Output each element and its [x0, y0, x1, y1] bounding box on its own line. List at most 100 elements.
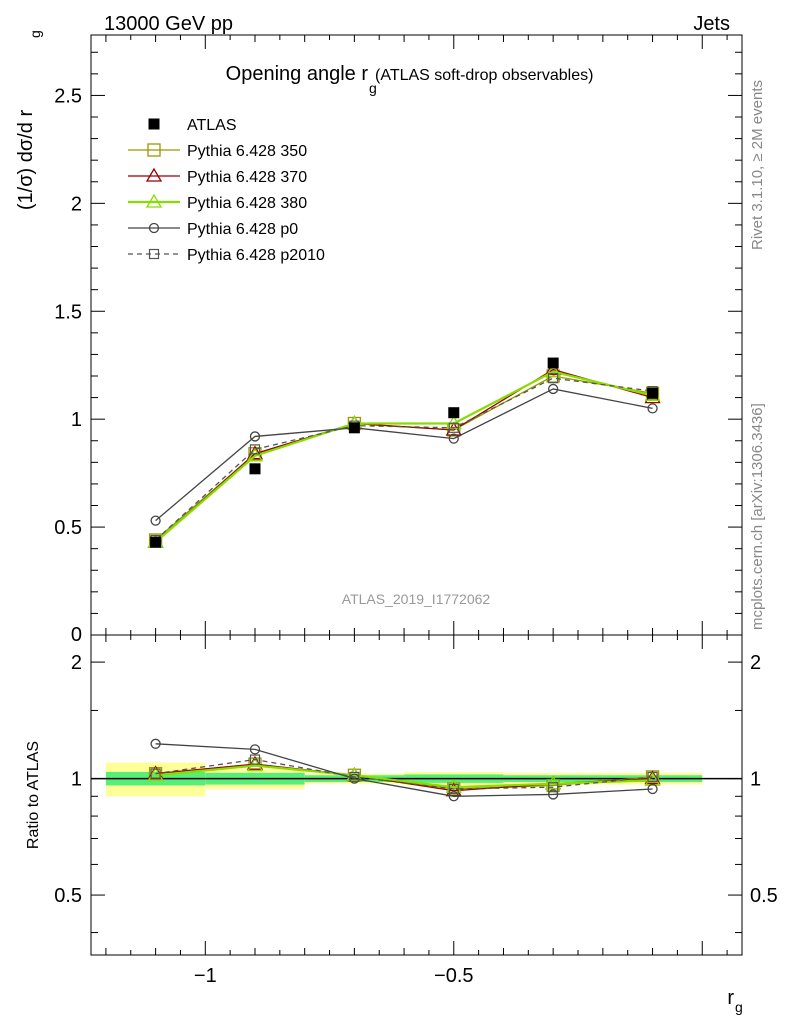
data-point-atlas: [547, 357, 559, 369]
data-point-pythia-6-428-p0: [448, 433, 459, 444]
legend-entry-atlas: ATLAS: [148, 117, 237, 134]
data-point-pythia-6-428-p0: [548, 789, 559, 800]
legend-entry-pythia-6-428-370: Pythia 6.428 370: [128, 167, 307, 186]
legend-marker-pythia-6-428-380: [145, 193, 163, 208]
data-point-pythia-6-428-p0: [647, 783, 658, 795]
title-extra: (ATLAS soft-drop observables): [375, 67, 593, 84]
data-point-pythia-6-428-380: [246, 447, 264, 462]
data-point-pythia-6-428-370: [246, 755, 264, 770]
main-series: [147, 357, 661, 548]
series-pythia-6-428-p0: [150, 383, 658, 526]
series-line-pythia-6-428-380: [154, 370, 653, 544]
header-left: 13000 GeV pp: [104, 13, 233, 35]
legend: ATLAS Pythia 6.428 350 Pythia 6.428 370 Pyt…: [128, 117, 325, 264]
data-point-pythia-6-428-p0: [249, 744, 261, 755]
ratio-frame: [90, 634, 743, 956]
legend-entry-pythia-6-428-p2010: Pythia 6.428 p2010: [128, 247, 325, 264]
data-point-pythia-6-428-p0: [249, 431, 261, 442]
title-main: Opening angle r: [226, 63, 369, 85]
data-point-pythia-6-428-p2010: [548, 373, 559, 384]
ratio-y-tick-label-right: 1: [750, 769, 761, 791]
data-point-pythia-6-428-p0: [150, 738, 161, 749]
legend-marker-pythia-6-428-370: [145, 167, 163, 182]
mcplots-label: mcplots.cern.ch [arXiv:1306.3436]: [749, 403, 766, 630]
data-point-pythia-6-428-p2010: [647, 771, 658, 783]
series-pythia-6-428-p0: [150, 738, 658, 802]
y-tick-label: 1.5: [54, 301, 82, 323]
data-point-pythia-6-428-p0: [150, 515, 161, 526]
main-ylabel-text: (1/σ) dσ/d r: [15, 110, 37, 211]
data-point-pythia-6-428-380: [147, 766, 164, 781]
data-point-pythia-6-428-p2010: [548, 782, 559, 793]
series-line-pythia-6-428-p0: [155, 743, 653, 797]
series-pythia-6-428-p2010: [150, 373, 658, 546]
legend-entry-pythia-6-428-350: Pythia 6.428 350: [128, 143, 307, 160]
legend-marker-atlas: [148, 118, 160, 130]
legend-label-pythia-6-428-p0: Pythia 6.428 p0: [187, 221, 298, 238]
data-point-atlas: [448, 407, 460, 419]
header-right: Jets: [693, 13, 730, 35]
y-tick-label: 0.5: [54, 517, 82, 539]
ratio-y-tick-label: 2: [71, 652, 82, 674]
ratio-y-tick-label-right: 2: [750, 652, 761, 674]
legend-label-atlas: ATLAS: [187, 117, 237, 134]
x-tick-label: −0.5: [434, 965, 473, 987]
data-point-pythia-6-428-380: [545, 363, 562, 378]
data-point-pythia-6-428-p0: [448, 791, 459, 802]
data-point-pythia-6-428-p2010: [448, 422, 459, 433]
legend-marker-pythia-6-428-350: [147, 143, 161, 157]
series-pythia-6-428-350: [148, 369, 660, 547]
data-point-pythia-6-428-380: [445, 415, 462, 430]
ratio-series: [147, 738, 661, 802]
data-point-pythia-6-428-380: [246, 757, 264, 772]
axis-ticks: [91, 35, 742, 955]
legend-entry-pythia-6-428-p0: Pythia 6.428 p0: [128, 221, 298, 238]
watermark: ATLAS_2019_I1772062: [342, 591, 491, 607]
legend-label-pythia-6-428-p2010: Pythia 6.428 p2010: [187, 247, 325, 264]
axis-tick-labels: −1 −0.5 0.5 1 1.5 2 2.5 0 0.5 0.5 1 1 2 2: [54, 85, 778, 987]
data-point-atlas: [647, 387, 659, 399]
main-title: Opening angle r g (ATLAS soft-drop obser…: [226, 63, 594, 96]
data-point-atlas: [150, 536, 162, 548]
y-tick-label-zero: 0: [71, 624, 82, 646]
series-line-pythia-6-428-370: [155, 368, 653, 543]
data-point-pythia-6-428-380: [644, 771, 661, 786]
data-point-atlas: [249, 463, 261, 475]
series-pythia-6-428-380: [147, 363, 661, 548]
ratio-y-tick-label: 0.5: [54, 885, 82, 907]
data-point-pythia-6-428-380: [346, 766, 363, 781]
data-point-pythia-6-428-p2010: [249, 444, 261, 455]
legend-marker-pythia-6-428-p2010: [148, 248, 160, 260]
data-point-pythia-6-428-p2010: [150, 768, 161, 779]
y-tick-label: 1: [71, 409, 82, 431]
series-line-pythia-6-428-380: [155, 764, 653, 789]
rivet-label: Rivet 3.1.10, ≥ 2M events: [749, 80, 766, 250]
legend-marker-pythia-6-428-p0: [148, 222, 160, 234]
ratio-y-tick-label-right: 0.5: [750, 885, 778, 907]
legend-label-pythia-6-428-380: Pythia 6.428 380: [187, 195, 307, 212]
series-line-pythia-6-428-p0: [155, 388, 653, 522]
main-ylabel: (1/σ) dσ/d r g: [15, 30, 43, 210]
data-point-atlas: [348, 422, 360, 434]
data-point-pythia-6-428-p2010: [448, 783, 459, 795]
series-line-pythia-6-428-p2010: [155, 377, 653, 541]
ratio-y-tick-label: 1: [71, 769, 82, 791]
data-point-pythia-6-428-p0: [548, 383, 559, 395]
y-tick-label: 2.5: [54, 85, 82, 107]
title-sub: g: [369, 80, 377, 96]
main-ylabel-sub: g: [27, 30, 43, 38]
data-point-pythia-6-428-p2010: [249, 754, 261, 765]
legend-label-pythia-6-428-350: Pythia 6.428 350: [187, 143, 307, 160]
series-atlas: [150, 357, 659, 548]
xaxis-label-sub: g: [735, 999, 743, 1015]
xaxis-label: r: [727, 987, 734, 1009]
data-point-pythia-6-428-p2010: [349, 771, 360, 783]
ratio-ylabel: Ratio to ATLAS: [25, 741, 42, 849]
legend-label-pythia-6-428-370: Pythia 6.428 370: [187, 169, 307, 186]
x-tick-label: −1: [194, 965, 217, 987]
y-tick-label: 2: [71, 193, 82, 215]
data-point-pythia-6-428-p0: [647, 403, 658, 414]
series-pythia-6-428-p2010: [150, 754, 658, 795]
series-line-pythia-6-428-p2010: [155, 758, 653, 790]
